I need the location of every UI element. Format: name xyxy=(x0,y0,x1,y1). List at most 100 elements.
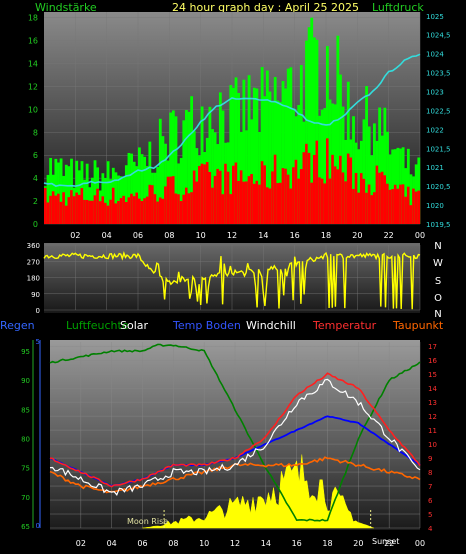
wind-gust-bar xyxy=(336,35,340,224)
wind-gust-bar xyxy=(279,102,282,224)
wind-avg-bar xyxy=(258,184,261,224)
wind-gust-bar xyxy=(171,110,175,224)
wind-avg-bar xyxy=(127,197,131,224)
temp-y-tick-label: 9 xyxy=(428,455,432,463)
wind-avg-bar xyxy=(211,187,214,224)
wind-gust-bar xyxy=(64,164,68,224)
wind-y-tick-label: 8 xyxy=(33,128,38,137)
wind-avg-bar xyxy=(51,191,55,224)
wind-avg-bar xyxy=(336,169,340,224)
temp-x-tick-label: 02 xyxy=(76,539,86,548)
wind-avg-bar xyxy=(158,197,162,224)
wind-gust-bar xyxy=(263,96,267,224)
wind-avg-bar xyxy=(333,166,337,224)
wind-gust-bar xyxy=(177,163,180,224)
wind-avg-bar xyxy=(93,195,97,224)
wind-gust-bar xyxy=(218,92,222,224)
wind-avg-bar xyxy=(122,195,126,224)
wind-gust-bar xyxy=(54,158,58,224)
wind-avg-bar xyxy=(247,176,251,224)
wind-avg-bar xyxy=(294,159,298,224)
wind-gust-bar xyxy=(49,157,53,224)
wind-avg-bar xyxy=(138,198,141,224)
humidity-y-tick-label: 80 xyxy=(21,436,30,444)
humidity-y-tick-label: 90 xyxy=(21,377,30,385)
wind-avg-bar xyxy=(370,195,374,224)
pressure-y-tick-label: 1021 xyxy=(426,164,444,172)
legend-item: Solar xyxy=(120,319,149,332)
direction-compass-label: S xyxy=(435,276,441,287)
pressure-y-tick-label: 1020,5 xyxy=(426,183,451,191)
wind-avg-bar xyxy=(164,186,167,224)
wind-avg-bar xyxy=(185,187,188,224)
wind-gust-bar xyxy=(59,158,63,224)
wind-gust-bar xyxy=(391,149,395,224)
temp-x-tick-label: 14 xyxy=(261,539,271,548)
wind-avg-bar xyxy=(177,194,180,224)
wind-avg-bar xyxy=(234,162,238,224)
wind-y-tick-label: 18 xyxy=(28,14,38,23)
temp-y-tick-label: 16 xyxy=(428,357,437,365)
pressure-y-tick-label: 1025 xyxy=(426,13,444,21)
wind-avg-bar xyxy=(328,178,332,224)
wind-avg-bar xyxy=(59,201,63,224)
wind-x-tick-label: 20 xyxy=(352,231,362,240)
wind-gust-bar xyxy=(323,108,327,224)
wind-avg-bar xyxy=(289,188,293,224)
wind-avg-bar xyxy=(229,194,233,224)
wind-avg-bar xyxy=(232,165,235,224)
wind-avg-bar xyxy=(132,196,136,224)
wind-avg-bar xyxy=(406,186,410,224)
wind-avg-bar xyxy=(135,192,139,224)
wind-gust-bar xyxy=(143,156,147,224)
wind-y-tick-label: 0 xyxy=(33,220,38,229)
wind-gust-bar xyxy=(386,131,389,224)
direction-y-tick-label: 0 xyxy=(36,307,40,315)
temp-x-tick-label: 18 xyxy=(322,539,332,548)
wind-avg-bar xyxy=(114,203,118,224)
wind-gust-bar xyxy=(57,162,60,224)
wind-gust-bar xyxy=(318,115,321,224)
windchill-line xyxy=(49,378,421,496)
wind-x-tick-label: 14 xyxy=(258,231,268,240)
temp-x-tick-label: 16 xyxy=(292,539,302,548)
rain-y-tick-label: 5 xyxy=(36,338,40,346)
wind-gust-bar xyxy=(289,67,293,224)
wind-avg-bar xyxy=(205,162,209,224)
wind-avg-bar xyxy=(171,176,175,224)
wind-gust-bar xyxy=(383,107,387,224)
temp-y-tick-label: 4 xyxy=(428,525,433,533)
wind-avg-bar xyxy=(190,192,194,224)
wind-avg-bar xyxy=(299,169,303,224)
wind-gust-bar xyxy=(250,119,254,224)
legend-item: Temperatur xyxy=(313,319,377,332)
wind-x-tick-label: 00 xyxy=(415,231,425,240)
wind-avg-bar xyxy=(140,201,144,224)
wind-avg-bar xyxy=(286,174,290,224)
wind-avg-bar xyxy=(396,188,400,224)
temp-x-tick-label: 00 xyxy=(415,539,425,548)
wind-gust-bar xyxy=(161,136,165,224)
wind-gust-bar xyxy=(106,161,110,224)
wind-avg-bar xyxy=(354,172,358,224)
wind-gust-bar xyxy=(367,126,371,224)
wind-y-tick-label: 16 xyxy=(28,37,38,46)
wind-avg-bar xyxy=(388,189,392,224)
wind-avg-bar xyxy=(281,168,285,224)
wind-avg-bar xyxy=(166,176,170,224)
wind-avg-bar xyxy=(365,192,368,224)
pressure-y-tick-label: 1019,5 xyxy=(426,221,451,229)
wind-avg-bar xyxy=(195,181,199,224)
chart-title: 24 hour graph day : April 25 2025 xyxy=(172,1,359,14)
wind-avg-bar xyxy=(101,196,105,224)
pressure-y-tick-label: 1022,5 xyxy=(426,107,451,115)
wind-avg-bar xyxy=(250,173,254,224)
temp-y-tick-label: 7 xyxy=(428,483,432,491)
temp-y-tick-label: 17 xyxy=(428,343,437,351)
wind-gust-bar xyxy=(328,99,332,224)
wind-gust-bar xyxy=(67,166,71,224)
temp-y-tick-label: 8 xyxy=(428,469,432,477)
wind-gust-bar xyxy=(130,153,133,224)
wind-gust-bar xyxy=(357,149,361,224)
wind-avg-bar xyxy=(393,184,397,224)
